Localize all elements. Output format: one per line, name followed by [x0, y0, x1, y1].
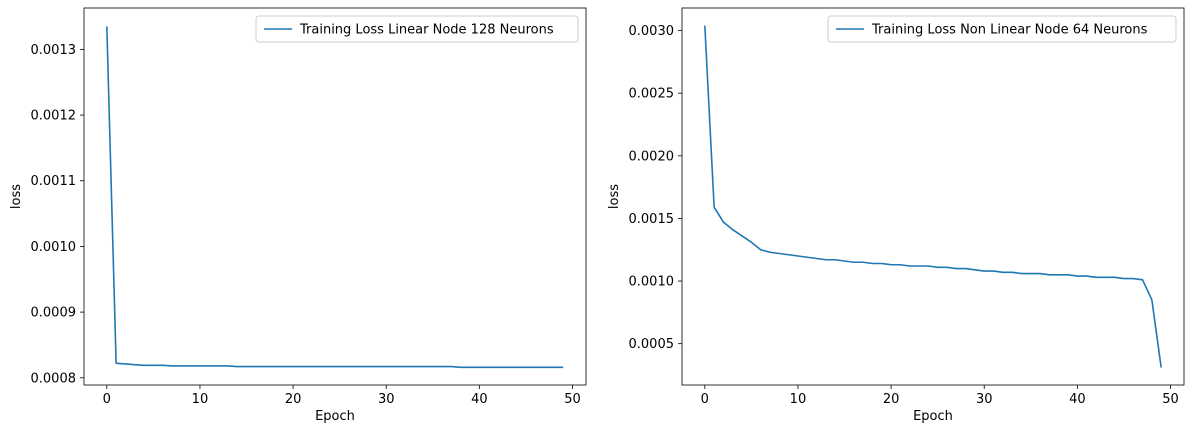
plot-frame — [83, 7, 587, 386]
legend-box — [827, 15, 1177, 43]
x-tick-label: 30 — [976, 392, 993, 407]
x-tick-label: 40 — [1069, 392, 1086, 407]
x-axis-label: Epoch — [315, 409, 355, 424]
y-tick-label: 0.0020 — [629, 149, 675, 164]
legend-box — [255, 15, 579, 43]
x-tick-label: 10 — [192, 392, 209, 407]
y-tick-label: 0.0025 — [629, 87, 675, 102]
y-tick-label: 0.0013 — [31, 43, 77, 58]
x-tick-label: 20 — [285, 392, 302, 407]
y-tick-label: 0.0011 — [31, 174, 77, 189]
y-tick-label: 0.0009 — [31, 306, 77, 321]
x-tick-label: 20 — [883, 392, 900, 407]
x-tick-label: 40 — [471, 392, 488, 407]
chart-panel-2: 0 10 20 30 40 50 0.0005 0.0010 0.0015 0.0020 0.002… — [607, 7, 1185, 424]
x-tick-label: 0 — [103, 392, 111, 407]
y-tick-label: 0.0008 — [31, 371, 77, 386]
y-tick-label: 0.0015 — [629, 212, 675, 227]
legend-label: Training Loss Non Linear Node 64 Neurons — [871, 23, 1148, 38]
x-axis-label: Epoch — [913, 409, 953, 424]
y-tick-label: 0.0030 — [629, 24, 675, 39]
x-tick-label: 10 — [790, 392, 807, 407]
series-line-1 — [106, 26, 564, 369]
x-tick-label: 30 — [378, 392, 395, 407]
y-tick-label: 0.0010 — [31, 240, 77, 255]
y-axis-label: loss — [9, 184, 24, 209]
legend: Training Loss Non Linear Node 64 Neurons — [827, 15, 1177, 43]
chart-panel-1: 0 10 20 30 40 50 0.0008 0.0009 0.0010 0.0011 0.001… — [9, 7, 587, 424]
legend-label: Training Loss Linear Node 128 Neurons — [299, 23, 554, 38]
x-tick-label: 50 — [564, 392, 581, 407]
legend: Training Loss Linear Node 128 Neurons — [255, 15, 579, 43]
y-axis-label: loss — [607, 184, 622, 209]
plot-frame — [681, 7, 1185, 386]
x-tick-label: 0 — [701, 392, 709, 407]
series-line-1 — [704, 25, 1162, 368]
y-tick-label: 0.0005 — [629, 337, 675, 352]
x-tick-label: 50 — [1162, 392, 1179, 407]
y-tick-label: 0.0010 — [629, 275, 675, 290]
y-tick-label: 0.0012 — [31, 109, 77, 124]
